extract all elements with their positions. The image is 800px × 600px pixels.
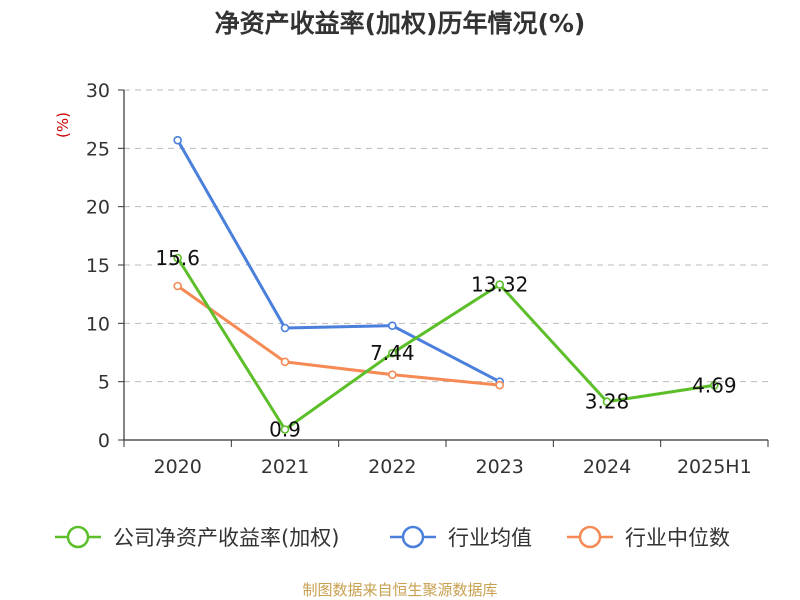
y-tick-label: 20 bbox=[86, 197, 110, 219]
source-note: 制图数据来自恒生聚源数据库 bbox=[302, 581, 497, 599]
legend-label: 公司净资产收益率(加权) bbox=[113, 526, 339, 550]
data-point[interactable] bbox=[388, 370, 397, 379]
y-axis-label: (%) bbox=[54, 112, 72, 138]
chart-title: 净资产收益率(加权)历年情况(%) bbox=[215, 9, 586, 38]
x-tick-label: 2023 bbox=[475, 456, 523, 478]
data-point[interactable] bbox=[280, 425, 290, 434]
series-lines bbox=[173, 135, 719, 434]
data-point[interactable] bbox=[602, 397, 612, 407]
y-tick-label: 5 bbox=[98, 372, 110, 394]
legend-item[interactable]: 公司净资产收益率(加权) bbox=[55, 525, 339, 550]
data-label: 4.69 bbox=[692, 373, 737, 397]
data-point[interactable] bbox=[388, 348, 397, 358]
data-point[interactable] bbox=[710, 380, 719, 390]
data-point[interactable] bbox=[173, 281, 182, 291]
data-point[interactable] bbox=[173, 135, 182, 145]
x-tick-label: 2024 bbox=[583, 456, 631, 478]
series-line bbox=[176, 284, 500, 387]
gridlines bbox=[124, 89, 768, 383]
y-tick-label: 10 bbox=[86, 313, 110, 335]
axes: 0 5 10 15 20 25 30 2020 2021 2022 2023 2024 2025H1 bbox=[86, 80, 769, 478]
legend-label: 行业中位数 bbox=[625, 526, 730, 550]
data-point[interactable] bbox=[280, 323, 290, 333]
data-label: 0.9 bbox=[269, 418, 301, 442]
data-point[interactable] bbox=[388, 321, 397, 330]
legend-marker bbox=[401, 525, 425, 549]
y-tick-label: 15 bbox=[86, 255, 110, 277]
y-tick-label: 30 bbox=[86, 80, 110, 102]
x-tick-label: 2022 bbox=[368, 456, 416, 478]
legend[interactable]: 公司净资产收益率(加权) 行业均值 行业中位数 bbox=[55, 525, 730, 550]
series-line bbox=[176, 257, 715, 431]
data-point[interactable] bbox=[280, 357, 290, 367]
x-tick-label: 2025H1 bbox=[677, 456, 752, 478]
data-label: 13.32 bbox=[471, 273, 528, 297]
legend-marker bbox=[578, 525, 602, 549]
y-tick-label: 0 bbox=[98, 430, 110, 452]
data-label: 3.28 bbox=[585, 390, 630, 414]
legend-item[interactable]: 行业中位数 bbox=[567, 525, 730, 550]
legend-item[interactable]: 行业均值 bbox=[390, 525, 532, 550]
legend-marker bbox=[66, 525, 90, 549]
data-point[interactable] bbox=[495, 280, 504, 289]
data-point[interactable] bbox=[495, 380, 504, 390]
series-line bbox=[176, 139, 501, 383]
data-labels: 15.6 0.9 7.44 13.32 3.28 4.69 bbox=[155, 246, 736, 442]
legend-label: 行业均值 bbox=[448, 526, 532, 550]
y-tick-label: 25 bbox=[86, 138, 110, 160]
data-label: 7.44 bbox=[370, 341, 415, 365]
x-tick-label: 2020 bbox=[153, 456, 201, 478]
data-label: 15.6 bbox=[155, 246, 200, 270]
x-tick-label: 2021 bbox=[261, 456, 309, 478]
data-point[interactable] bbox=[173, 253, 182, 263]
